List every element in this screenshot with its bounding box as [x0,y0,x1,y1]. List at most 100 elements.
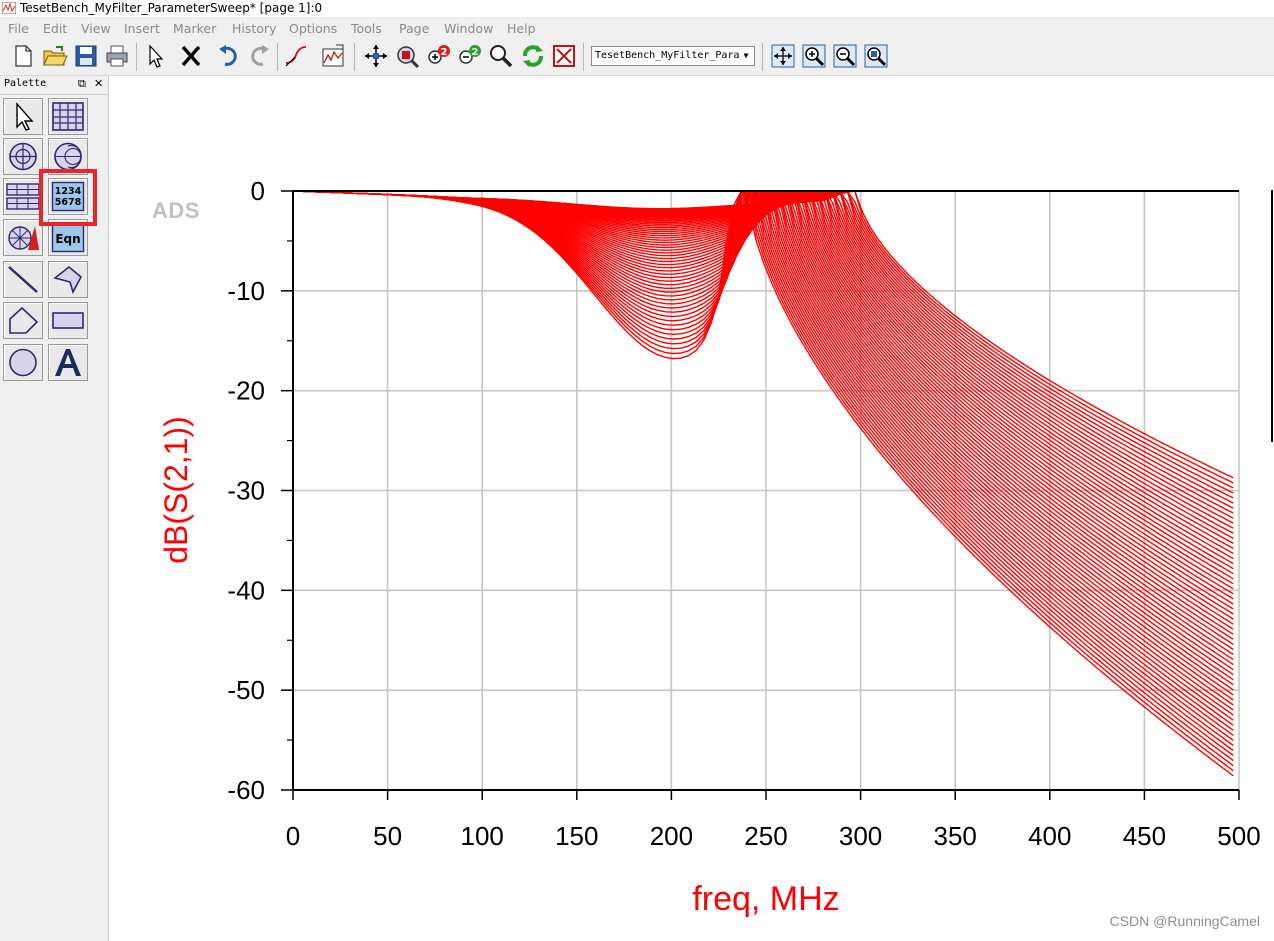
response-curve [302,191,1234,772]
x-tick-label: 200 [650,821,693,851]
zoom-out-icon[interactable]: 2 [456,43,482,69]
title-bar: TesetBench_MyFilter_ParameterSweep* [pag… [0,0,1274,18]
save-icon[interactable] [73,43,99,69]
stacked-grid-icon [6,183,40,210]
x-tick-label: 0 [286,821,300,851]
ellipse-tool[interactable] [3,344,43,381]
menu-bar: File Edit View Insert Marker History Opt… [0,18,1274,39]
menu-view[interactable]: View [81,21,111,36]
svg-text:2: 2 [441,47,448,58]
toolbar-separator [136,43,137,71]
response-curve [302,191,1234,696]
menu-help[interactable]: Help [507,21,536,36]
menu-window[interactable]: Window [444,21,494,36]
response-curve [302,191,1234,479]
menu-edit[interactable]: Edit [43,21,68,36]
app-icon [2,2,16,14]
zoom-in-view-icon[interactable] [801,43,827,69]
response-curve [302,191,1234,716]
response-curve [302,191,1234,590]
smith-chart-tool[interactable] [48,138,88,175]
response-curve [302,191,1234,620]
menu-insert[interactable]: Insert [124,21,160,36]
x-tick-label: 450 [1123,821,1166,851]
polar-plot-tool[interactable] [3,138,43,175]
plot-options-icon[interactable] [320,43,346,69]
polyline-tool[interactable] [3,302,43,339]
redo-icon[interactable] [246,43,272,69]
list-table-tool[interactable]: 1234 5678 [48,178,88,215]
new-file-icon[interactable] [10,43,36,69]
menu-page[interactable]: Page [399,21,430,36]
palette-header: Palette ⧉ ✕ [0,76,108,95]
page-select-value: TesetBench_MyFilter_Para [595,50,740,61]
svg-text:2: 2 [472,47,479,58]
x-axis-label: freq, MHz [692,880,839,918]
palette-close-icon[interactable]: ✕ [94,77,104,90]
y-tick-label: -10 [227,276,265,306]
pointer-tool[interactable] [3,98,43,135]
rectangular-grid-icon [52,102,84,131]
stacked-rect-plot-tool[interactable] [3,178,43,215]
y-tick-label: 0 [251,176,265,206]
plot-frame [281,190,1240,800]
zoom-box-icon[interactable] [394,43,420,69]
ads-watermark-label: ADS [152,198,200,223]
response-curve [302,191,1234,645]
insert-trace-icon[interactable] [283,43,309,69]
text-tool[interactable] [48,344,88,381]
x-tick-label: 50 [373,821,402,851]
response-curve [302,191,1234,514]
response-curve [302,191,1234,625]
menu-options[interactable]: Options [289,21,338,36]
polygon-tool[interactable] [48,261,88,298]
refresh-icon[interactable] [520,43,546,69]
menu-history[interactable]: History [232,21,277,36]
zoom-magnifier-icon[interactable] [488,43,514,69]
response-curve [302,191,1234,565]
menu-tools[interactable]: Tools [351,21,382,36]
response-curve [302,191,1234,570]
view-all-icon[interactable] [770,43,796,69]
zoom-out-view-icon[interactable] [832,43,858,69]
window-title: TesetBench_MyFilter_ParameterSweep* [pag… [20,1,323,15]
zoom-window-icon[interactable] [863,43,889,69]
print-icon[interactable] [104,43,130,69]
menu-file[interactable]: File [8,21,29,36]
response-curve [302,191,1234,529]
toolbar-separator [583,43,584,71]
line-tool[interactable] [3,261,43,298]
list-table-icon: 1234 5678 [51,181,85,212]
palette-float-icon[interactable]: ⧉ [78,77,86,90]
response-curve [302,191,1234,494]
response-curve [302,191,1234,600]
list-tool-line-1: 1234 [55,186,82,197]
response-curve [302,191,1234,681]
response-curve [302,191,1234,676]
toolbar-separator [762,43,763,71]
menu-marker[interactable]: Marker [173,21,217,36]
right-edge-line [1271,190,1273,442]
open-folder-icon[interactable] [42,43,68,69]
clear-icon[interactable] [551,43,577,69]
rectangular-plot-tool[interactable] [48,98,88,135]
response-curve [302,191,1234,747]
pan-icon[interactable] [363,43,389,69]
zoom-in-icon[interactable]: 2 [425,43,451,69]
response-curve [302,191,1234,661]
response-curve [302,191,1234,686]
antenna-plot-tool[interactable] [3,219,43,256]
toolbar-separator [354,43,355,71]
page-select-dropdown[interactable]: TesetBench_MyFilter_Para ▼ [591,46,755,66]
response-curve [302,191,1234,757]
undo-icon[interactable] [216,43,242,69]
y-tick-label: -40 [227,575,265,605]
text-a-icon [55,349,81,376]
response-curve [302,191,1234,595]
select-pointer-icon[interactable] [142,43,168,69]
delete-icon[interactable] [178,43,204,69]
rectangle-tool[interactable] [48,302,88,339]
y-axis-label: dB(S(2,1)) [158,416,194,564]
response-curve [302,191,1234,701]
response-curve [302,191,1234,711]
